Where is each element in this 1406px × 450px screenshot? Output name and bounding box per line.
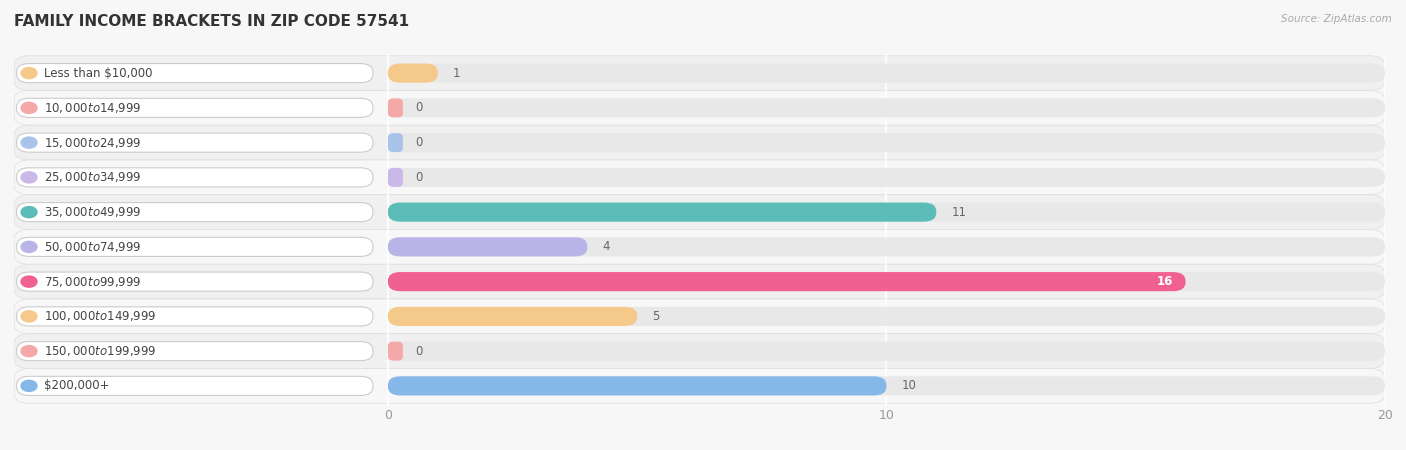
Circle shape (21, 172, 37, 183)
Text: $200,000+: $200,000+ (44, 379, 110, 392)
Circle shape (21, 346, 37, 357)
Text: 4: 4 (602, 240, 610, 253)
FancyBboxPatch shape (14, 369, 1385, 403)
FancyBboxPatch shape (388, 376, 886, 396)
FancyBboxPatch shape (388, 272, 1385, 291)
Text: 1: 1 (453, 67, 460, 80)
Text: $35,000 to $49,999: $35,000 to $49,999 (44, 205, 142, 219)
FancyBboxPatch shape (388, 237, 588, 256)
Circle shape (21, 311, 37, 322)
FancyBboxPatch shape (388, 133, 404, 152)
FancyBboxPatch shape (14, 56, 1385, 90)
FancyBboxPatch shape (388, 202, 1385, 222)
Text: Source: ZipAtlas.com: Source: ZipAtlas.com (1281, 14, 1392, 23)
Text: 0: 0 (415, 345, 423, 358)
Text: Less than $10,000: Less than $10,000 (44, 67, 152, 80)
FancyBboxPatch shape (388, 63, 1385, 83)
FancyBboxPatch shape (14, 299, 1385, 334)
FancyBboxPatch shape (14, 195, 1385, 230)
FancyBboxPatch shape (388, 342, 1385, 361)
FancyBboxPatch shape (17, 307, 373, 326)
Text: 0: 0 (415, 136, 423, 149)
Text: $100,000 to $149,999: $100,000 to $149,999 (44, 310, 156, 324)
FancyBboxPatch shape (388, 307, 637, 326)
Text: $50,000 to $74,999: $50,000 to $74,999 (44, 240, 142, 254)
FancyBboxPatch shape (388, 342, 404, 361)
Circle shape (21, 68, 37, 79)
FancyBboxPatch shape (17, 342, 373, 361)
FancyBboxPatch shape (17, 202, 373, 222)
FancyBboxPatch shape (388, 133, 1385, 152)
FancyBboxPatch shape (14, 264, 1385, 299)
FancyBboxPatch shape (17, 376, 373, 396)
FancyBboxPatch shape (17, 272, 373, 291)
Text: $150,000 to $199,999: $150,000 to $199,999 (44, 344, 156, 358)
FancyBboxPatch shape (388, 307, 1385, 326)
FancyBboxPatch shape (14, 160, 1385, 195)
FancyBboxPatch shape (388, 98, 404, 117)
Circle shape (21, 276, 37, 287)
FancyBboxPatch shape (388, 202, 936, 222)
FancyBboxPatch shape (17, 168, 373, 187)
FancyBboxPatch shape (388, 168, 1385, 187)
FancyBboxPatch shape (388, 63, 437, 83)
Circle shape (21, 102, 37, 113)
FancyBboxPatch shape (388, 168, 404, 187)
Text: 16: 16 (1157, 275, 1173, 288)
FancyBboxPatch shape (17, 63, 373, 83)
Text: 11: 11 (952, 206, 966, 219)
Text: 0: 0 (415, 101, 423, 114)
FancyBboxPatch shape (17, 98, 373, 117)
Text: 0: 0 (415, 171, 423, 184)
FancyBboxPatch shape (14, 230, 1385, 264)
Text: $25,000 to $34,999: $25,000 to $34,999 (44, 171, 142, 184)
FancyBboxPatch shape (388, 237, 1385, 256)
FancyBboxPatch shape (388, 376, 1385, 396)
FancyBboxPatch shape (388, 98, 1385, 117)
Text: $10,000 to $14,999: $10,000 to $14,999 (44, 101, 142, 115)
FancyBboxPatch shape (17, 237, 373, 256)
FancyBboxPatch shape (14, 334, 1385, 369)
Circle shape (21, 137, 37, 148)
FancyBboxPatch shape (14, 125, 1385, 160)
FancyBboxPatch shape (388, 272, 1185, 291)
Text: 10: 10 (901, 379, 917, 392)
Circle shape (21, 241, 37, 252)
Circle shape (21, 207, 37, 218)
Text: 5: 5 (652, 310, 659, 323)
Text: $75,000 to $99,999: $75,000 to $99,999 (44, 274, 142, 288)
Circle shape (21, 380, 37, 392)
FancyBboxPatch shape (17, 133, 373, 152)
FancyBboxPatch shape (14, 90, 1385, 125)
Text: $15,000 to $24,999: $15,000 to $24,999 (44, 135, 142, 149)
Text: FAMILY INCOME BRACKETS IN ZIP CODE 57541: FAMILY INCOME BRACKETS IN ZIP CODE 57541 (14, 14, 409, 28)
